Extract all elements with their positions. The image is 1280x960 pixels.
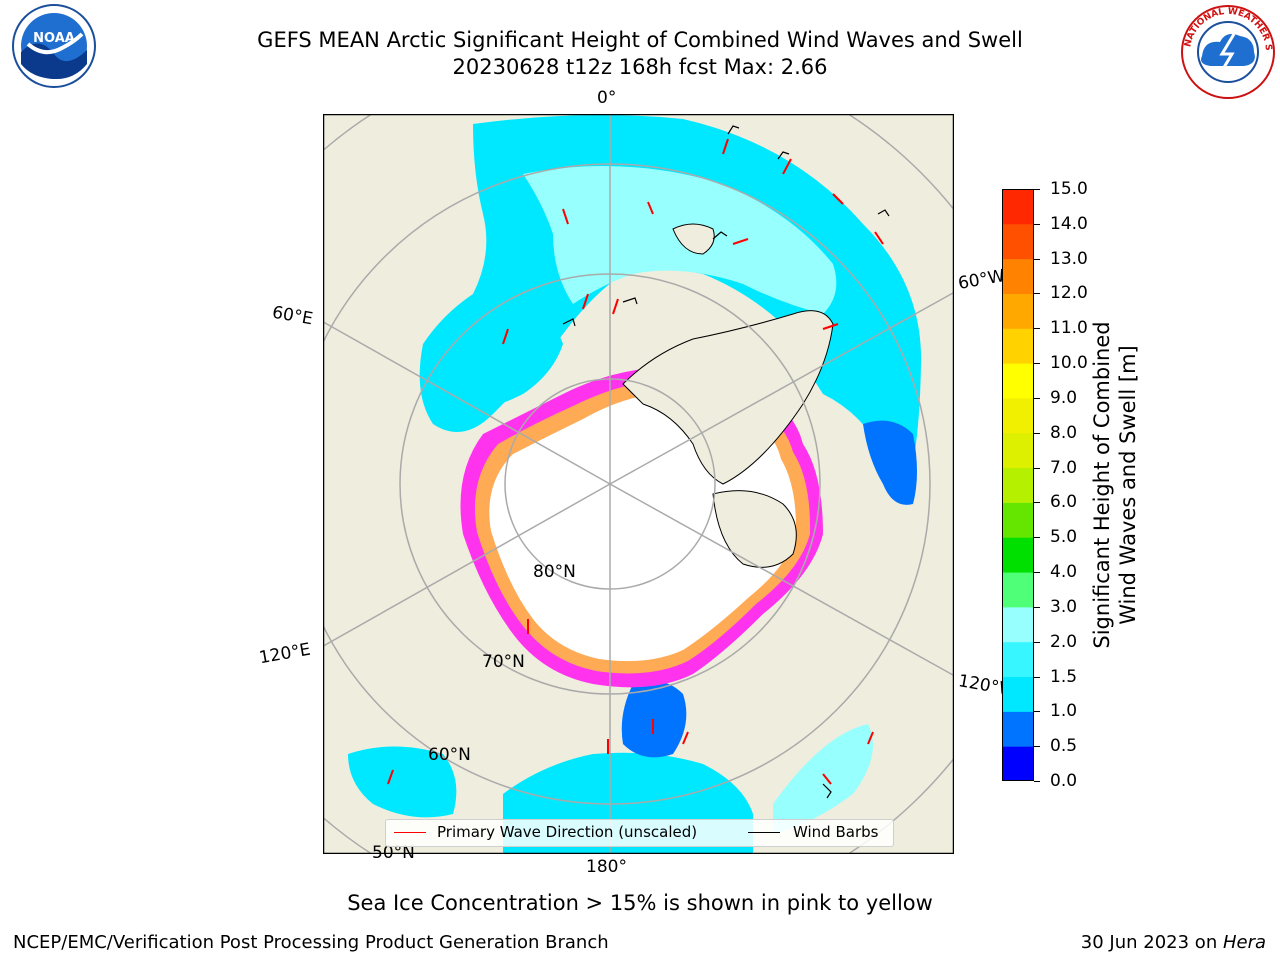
colorbar-band <box>1002 676 1034 712</box>
footer-right: 30 Jun 2023 on Hera <box>1081 932 1266 953</box>
colorbar-tick-label: 2.0 <box>1050 631 1078 652</box>
colorbar-tick-mark <box>1034 432 1040 434</box>
colorbar-band <box>1002 328 1034 364</box>
footer-date: 30 Jun 2023 on <box>1080 932 1223 953</box>
colorbar-band <box>1002 502 1034 538</box>
colorbar-band <box>1002 606 1034 643</box>
colorbar-tick-label: 8.0 <box>1050 422 1078 443</box>
colorbar-band <box>1002 223 1034 260</box>
colorbar-border <box>1002 189 1034 781</box>
chart-subtitle: 20230628 t12z 168h fcst Max: 2.66 <box>452 55 828 79</box>
lon-label-180: 180° <box>586 857 627 877</box>
wind-barbs <box>562 125 890 799</box>
sea-ice-note: Sea Ice Concentration > 15% is shown in … <box>347 891 933 915</box>
colorbar-tick-mark <box>1034 502 1040 504</box>
colorbar-title: Significant Height of Combined Wind Wave… <box>1089 275 1141 695</box>
colorbar-tick-label: 0.0 <box>1050 771 1078 791</box>
chart-title: GEFS MEAN Arctic Significant Height of C… <box>257 28 1023 52</box>
lon-label-0: 0° <box>597 88 617 108</box>
wave-direction-arrows <box>387 138 884 785</box>
canada-archipelago <box>712 490 797 568</box>
colorbar-band <box>1002 189 1034 225</box>
graticule <box>323 114 954 854</box>
colorbar-band <box>1002 397 1034 434</box>
map-border <box>323 114 954 854</box>
colorbar <box>1002 189 1034 781</box>
colorbar-tick-label: 3.0 <box>1050 596 1078 617</box>
colorbar-band <box>1002 467 1034 503</box>
lon-label-60e: 60°E <box>270 302 315 330</box>
lon-label-60w: 60°W <box>956 266 1007 294</box>
colorbar-tick-label: 14.0 <box>1050 213 1088 234</box>
colorbar-tick-mark <box>1034 537 1040 539</box>
colorbar-tick-mark <box>1034 606 1040 608</box>
colorbar-tick-label: 13.0 <box>1050 248 1088 269</box>
colorbar-tick-label: 4.0 <box>1050 562 1078 583</box>
colorbar-tick-label: 9.0 <box>1050 387 1078 408</box>
footer-machine: Hera <box>1222 932 1266 953</box>
legend-wave-label: Primary Wave Direction (unscaled) <box>437 823 698 841</box>
colorbar-tick-mark <box>1034 746 1040 748</box>
noaa-logo-icon: NOAA <box>12 4 96 88</box>
colorbar-band <box>1002 537 1034 573</box>
nws-logo-icon: NATIONAL WEATHER SERVICE <box>1178 4 1275 99</box>
colorbar-tick-mark <box>1034 641 1040 643</box>
colorbar-band <box>1002 746 1034 781</box>
colorbar-tick-label: 5.0 <box>1050 527 1078 548</box>
ocean-labrador <box>863 420 917 505</box>
colorbar-tick-mark <box>1034 467 1040 469</box>
colorbar-tick-mark <box>1034 397 1040 399</box>
greenland-land <box>622 310 834 485</box>
colorbar-tick-mark <box>1034 258 1040 260</box>
legend-barb-line <box>748 832 780 833</box>
colorbar-tick-label: 15.0 <box>1050 179 1088 199</box>
colorbar-tick-mark <box>1034 711 1040 713</box>
svalbard-land <box>672 223 715 255</box>
colorbar-title-line1: Significant Height of Combined <box>1090 321 1114 649</box>
colorbar-tick-mark <box>1034 328 1040 330</box>
colorbar-band <box>1002 363 1034 399</box>
lat-label-60: 60°N <box>428 745 471 765</box>
colorbar-tick-label: 1.0 <box>1050 701 1078 722</box>
colorbar-tick-mark <box>1034 676 1040 678</box>
footer-left: NCEP/EMC/Verification Post Processing Pr… <box>13 932 609 953</box>
colorbar-tick-label: 12.0 <box>1050 283 1088 304</box>
colorbar-ticks: 0.0 0.5 1.0 1.5 2.0 3.0 4.0 5.0 6.0 7.0 8.0 9.0 10.0… <box>1034 178 1150 798</box>
legend-wave-line <box>394 832 426 833</box>
colorbar-band <box>1002 258 1034 294</box>
colorbar-band <box>1002 641 1034 678</box>
arctic-map <box>323 114 954 854</box>
lat-label-80: 80°N <box>533 562 576 582</box>
map-legend: Primary Wave Direction (unscaled) Wind B… <box>385 819 894 847</box>
colorbar-tick-label: 11.0 <box>1050 318 1088 339</box>
colorbar-tick-label: 1.5 <box>1050 666 1078 687</box>
ocean-barents <box>423 304 563 414</box>
lat-label-50: 50°N <box>372 843 415 863</box>
ocean-okhotsk <box>348 746 457 818</box>
colorbar-tick-label: 7.0 <box>1050 457 1078 478</box>
ocean-chukchi <box>621 680 687 758</box>
colorbar-title-line2: Wind Waves and Swell [m] <box>1116 345 1140 625</box>
colorbar-tick-label: 0.5 <box>1050 736 1078 757</box>
colorbar-tick-mark <box>1034 363 1040 365</box>
colorbar-tick-mark <box>1034 189 1040 190</box>
lat-label-70: 70°N <box>482 652 525 672</box>
colorbar-tick-mark <box>1034 572 1040 574</box>
colorbar-band <box>1002 432 1034 469</box>
lon-label-120e: 120°E <box>257 639 313 669</box>
colorbar-tick-mark <box>1034 293 1040 295</box>
legend-barb-label: Wind Barbs <box>793 823 879 841</box>
ocean-gulf-alaska <box>773 724 873 834</box>
colorbar-tick-mark <box>1034 781 1040 782</box>
colorbar-tick-label: 6.0 <box>1050 492 1078 513</box>
colorbar-band <box>1002 711 1034 747</box>
colorbar-tick-label: 10.0 <box>1050 353 1088 374</box>
noaa-logo-text: NOAA <box>33 31 75 46</box>
colorbar-band <box>1002 572 1034 608</box>
colorbar-band <box>1002 293 1034 329</box>
colorbar-tick-mark <box>1034 223 1040 225</box>
